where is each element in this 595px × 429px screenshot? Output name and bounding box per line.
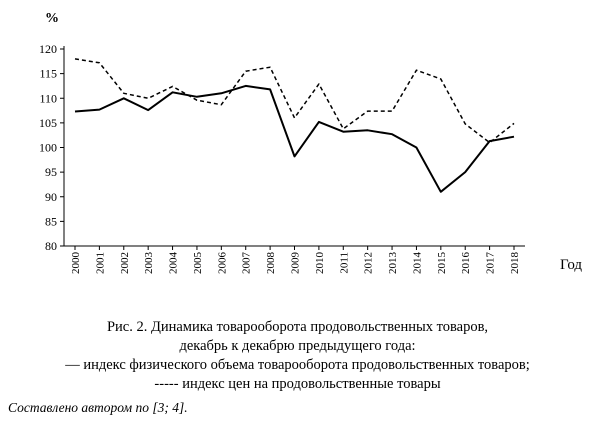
axes	[60, 46, 525, 250]
x-tick-label: 2001	[94, 252, 106, 274]
x-tick-label: 2005	[192, 252, 204, 275]
y-tick-label: 80	[45, 239, 57, 253]
x-tick-label: 2009	[290, 252, 302, 275]
series-line-volume-index	[74, 84, 515, 193]
y-tick-labels: 80 85 90 95 100 105 110 115 120	[39, 42, 57, 253]
y-tick-label: 90	[45, 190, 57, 204]
y-tick-label: 85	[45, 214, 57, 228]
series-line-price-index	[74, 58, 515, 144]
x-tick-label: 2002	[119, 252, 131, 274]
x-tick-label: 2003	[143, 252, 155, 275]
source-note: Составлено автором по [3; 4].	[8, 400, 188, 415]
y-tick-label: 105	[39, 116, 57, 130]
legend-dashed-line: ----- индекс цен на продовольственные то…	[154, 376, 441, 392]
x-tick-label: 2017	[485, 252, 497, 275]
x-tick-labels: 2000 2001 2002 2003 2004 2005 2006 2007 2008 2009…	[70, 252, 521, 275]
x-tick-label: 2016	[460, 252, 472, 275]
y-tick-label: 120	[39, 42, 57, 56]
series-lines	[74, 58, 515, 193]
x-tick-label: 2008	[265, 252, 277, 275]
x-tick-label: 2007	[241, 252, 253, 275]
y-tick-label: 100	[39, 141, 57, 155]
caption-subtitle: декабрь к декабрю предыдущего года:	[179, 338, 416, 354]
caption-title: Рис. 2. Динамика товарооборота продоволь…	[106, 319, 489, 335]
x-axis-label: Год	[560, 257, 582, 273]
x-tick-label: 2010	[314, 252, 326, 275]
x-tick-label: 2004	[168, 252, 180, 275]
x-tick-label: 2015	[436, 252, 448, 275]
y-tick-label: 95	[45, 165, 57, 179]
chart: 80 85 90 95 100 105 110 115 120 2000 2001 2002 2003…	[39, 11, 582, 275]
y-tick-label: 110	[39, 91, 57, 105]
x-tick-label: 2014	[411, 252, 423, 275]
x-tick-label: 2000	[70, 252, 82, 275]
x-tick-label: 2012	[363, 252, 375, 274]
x-tick-label: 2013	[387, 252, 399, 275]
x-tick-label: 2018	[509, 252, 521, 275]
x-tick-label: 2011	[338, 252, 350, 274]
y-tick-label: 115	[39, 67, 57, 81]
x-tick-label: 2006	[216, 252, 228, 275]
y-axis-label: %	[45, 11, 59, 26]
legend-solid-line: — индекс физического объема товарооборот…	[65, 357, 530, 373]
